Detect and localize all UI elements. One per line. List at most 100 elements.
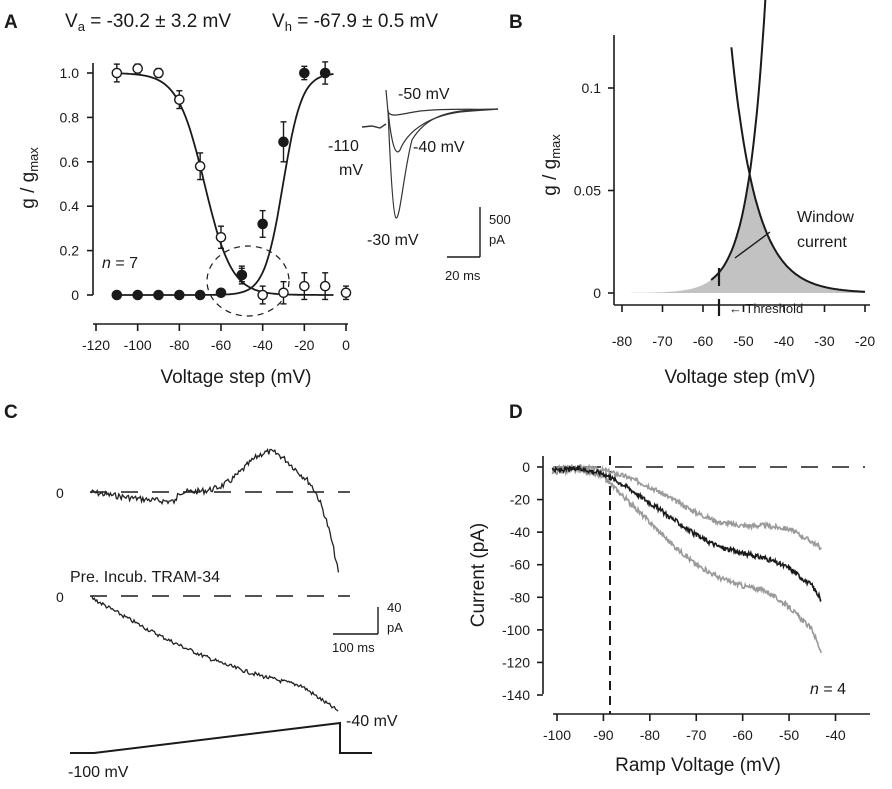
window-current-pointer <box>734 231 771 259</box>
activation-point <box>299 67 310 79</box>
panel-c-scale-x-label: 100 ms <box>332 640 375 655</box>
inactivation-point <box>215 231 227 243</box>
d-ytick-label: -80 <box>510 589 530 605</box>
b-ytick-label: 0 <box>593 285 601 301</box>
activation-curve <box>710 0 767 281</box>
a-ytick-label: 0.6 <box>60 154 80 170</box>
inset-label-minus30: -30 mV <box>367 232 419 249</box>
b-ytick-label: 0.1 <box>582 80 602 96</box>
window-label-line2: current <box>797 234 847 251</box>
inactivation-point <box>153 67 164 79</box>
sem-current-trace <box>551 466 822 654</box>
inactivation-curve <box>730 47 865 293</box>
panel-a-y-label: g / gmax <box>18 147 41 209</box>
activation-point <box>278 136 289 148</box>
vh-label: Vh = -67.9 ± 0.5 mV <box>272 11 438 34</box>
panel-b-axes <box>613 35 870 306</box>
panel-label-c: C <box>4 402 18 423</box>
panel-label-d: D <box>509 402 523 423</box>
sem-current-trace <box>551 463 822 551</box>
a-xtick-label: 0 <box>342 337 350 353</box>
a-xtick-label: -120 <box>82 337 110 353</box>
window-current-area <box>630 174 865 293</box>
a-xtick-label: -20 <box>294 337 314 353</box>
activation-point <box>194 289 206 301</box>
b-ytick-label: 0.05 <box>574 183 601 199</box>
d-ytick-label: -100 <box>502 622 530 638</box>
inactivation-fit <box>112 72 334 296</box>
a-ytick-label: 0 <box>71 287 79 303</box>
inset-label-minus50: -50 mV <box>398 86 450 103</box>
panel-b-x-ticks: -80 -70 -60 -50 -40 -30 -20 <box>612 305 875 349</box>
d-xtick-label: -40 <box>825 727 845 743</box>
activation-point <box>236 269 248 281</box>
b-xtick-label: -60 <box>693 333 713 349</box>
panel-a-x-label: Voltage step (mV) <box>160 367 311 388</box>
panel-a-inset: -50 mV -40 mV -30 mV -110 mV 500 pA 20 m… <box>328 86 511 283</box>
panel-d-y-label: Current (pA) <box>468 523 489 628</box>
window-label-line1: Window <box>797 209 854 226</box>
panel-c-scale-y-value: 40 <box>387 600 401 615</box>
b-xtick-label: -30 <box>814 333 834 349</box>
panel-a-y-ticks: 0 0.2 0.4 0.6 0.8 1.0 <box>60 65 93 303</box>
panel-c-scale-bar <box>333 607 379 635</box>
panel-b-y-label: g / gmax <box>540 134 563 196</box>
inactivation-point <box>278 287 289 299</box>
inset-label-hold-unit: mV <box>339 162 363 179</box>
mean-current-trace <box>551 464 822 603</box>
inset-trace-minus30 <box>387 108 499 219</box>
activation-point <box>174 289 185 301</box>
threshold-label: ← Threshold <box>729 301 803 316</box>
b-xtick-label: -40 <box>774 333 794 349</box>
panel-c-tram34-trace <box>91 596 339 712</box>
ramp-end-label: -40 mV <box>346 713 398 730</box>
activation-fit <box>112 73 334 296</box>
b-xtick-label: -20 <box>855 333 875 349</box>
inactivation-point <box>111 67 123 79</box>
b-xtick-label: -50 <box>733 333 753 349</box>
panel-c-scale-y-unit: pA <box>387 620 403 635</box>
a-ytick-label: 1.0 <box>60 65 80 81</box>
d-ytick-label: -140 <box>502 687 530 703</box>
d-ytick-label: 0 <box>522 459 530 475</box>
d-xtick-label: -60 <box>733 727 753 743</box>
a-xtick-label: -80 <box>169 337 189 353</box>
inset-scale-y-value: 500 <box>489 212 511 227</box>
inactivation-point <box>194 160 206 172</box>
b-xtick-label: -70 <box>652 333 672 349</box>
panel-a-n-label: n = 7 <box>102 255 138 272</box>
panel-c-zero-label-bottom: 0 <box>56 589 64 605</box>
activation-point <box>319 67 331 79</box>
panel-a-data-points <box>111 61 352 305</box>
panel-d-axes <box>542 456 870 715</box>
d-ytick-label: -20 <box>510 492 530 508</box>
d-ytick-label: -40 <box>510 524 530 540</box>
voltage-ramp-protocol <box>70 721 372 754</box>
activation-point <box>111 289 123 301</box>
inset-scale-x-label: 20 ms <box>445 268 481 283</box>
d-xtick-label: -100 <box>543 727 571 743</box>
d-xtick-label: -70 <box>686 727 706 743</box>
panel-d-series <box>551 463 822 654</box>
panel-d-x-ticks: -100 -90 -80 -70 -60 -50 -40 <box>543 714 846 743</box>
panel-a-axes <box>92 63 348 325</box>
inset-scale-y-unit: pA <box>489 232 505 247</box>
inset-trace-minus40 <box>387 108 499 153</box>
d-ytick-label: -60 <box>510 557 530 573</box>
va-label: Va = -30.2 ± 3.2 mV <box>65 11 231 34</box>
inset-baseline-trace <box>361 123 387 129</box>
inactivation-point <box>340 287 352 299</box>
activation-point <box>132 289 143 301</box>
panel-label-b: B <box>509 12 523 33</box>
activation-point <box>257 218 268 230</box>
panel-c-control-trace <box>89 448 340 573</box>
inactivation-point <box>319 280 331 292</box>
panel-a-x-ticks: -120 -100 -80 -60 -40 -20 0 <box>82 324 350 353</box>
inactivation-point <box>132 63 143 74</box>
activation-point <box>215 287 227 299</box>
panel-d-x-label: Ramp Voltage (mV) <box>615 755 781 776</box>
panel-b-y-ticks: 0 0.05 0.1 <box>574 80 614 301</box>
b-xtick-label: -80 <box>612 333 632 349</box>
a-xtick-label: -40 <box>253 337 273 353</box>
